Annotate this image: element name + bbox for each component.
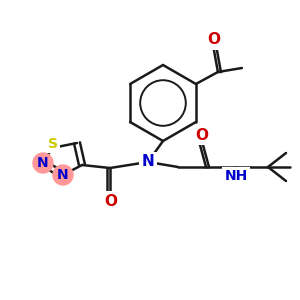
Text: O: O: [196, 128, 208, 142]
Text: N: N: [37, 156, 49, 170]
Circle shape: [53, 165, 73, 185]
Circle shape: [33, 153, 53, 173]
Text: O: O: [104, 194, 118, 208]
Text: N: N: [57, 168, 69, 182]
Text: S: S: [48, 137, 58, 151]
Text: N: N: [142, 154, 154, 169]
Text: NH: NH: [224, 169, 248, 183]
Text: O: O: [207, 32, 220, 47]
